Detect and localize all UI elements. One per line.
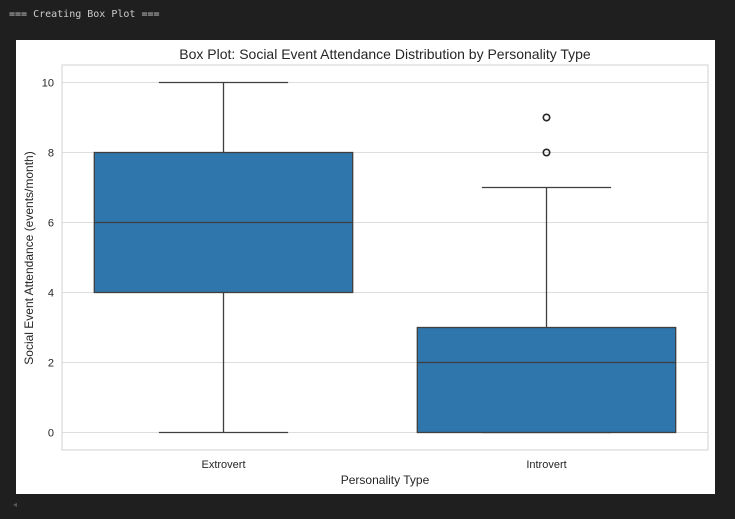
x-tick-label: Extrovert (201, 459, 245, 471)
box-plot-svg: Box Plot: Social Event Attendance Distri… (22, 46, 709, 487)
y-tick-label: 8 (48, 148, 54, 160)
outlier-point (542, 148, 551, 157)
x-axis-label: Personality Type (341, 473, 430, 487)
x-tick-label: Introvert (526, 459, 566, 471)
console-output-line: === Creating Box Plot === (9, 9, 160, 20)
y-tick-label: 2 (48, 358, 54, 370)
plot-frame (61, 64, 709, 451)
box-series (93, 81, 677, 434)
y-tick-label: 10 (42, 78, 54, 90)
y-axis-label: Social Event Attendance (events/month) (22, 151, 36, 364)
x-axis-ticks: Extrovert Introvert (201, 459, 566, 471)
outlier-point (542, 113, 551, 122)
output-scrollbar[interactable] (0, 496, 735, 519)
scroll-left-icon[interactable]: ◂ (13, 500, 18, 509)
y-tick-label: 6 (48, 218, 54, 230)
chart-title: Box Plot: Social Event Attendance Distri… (179, 46, 591, 62)
y-axis-ticks: 0 2 4 6 8 10 (42, 78, 54, 440)
y-tick-label: 0 (48, 428, 54, 440)
box-iqr (416, 326, 677, 434)
y-tick-label: 4 (48, 288, 54, 300)
box-plot-figure: Box Plot: Social Event Attendance Distri… (16, 40, 715, 494)
